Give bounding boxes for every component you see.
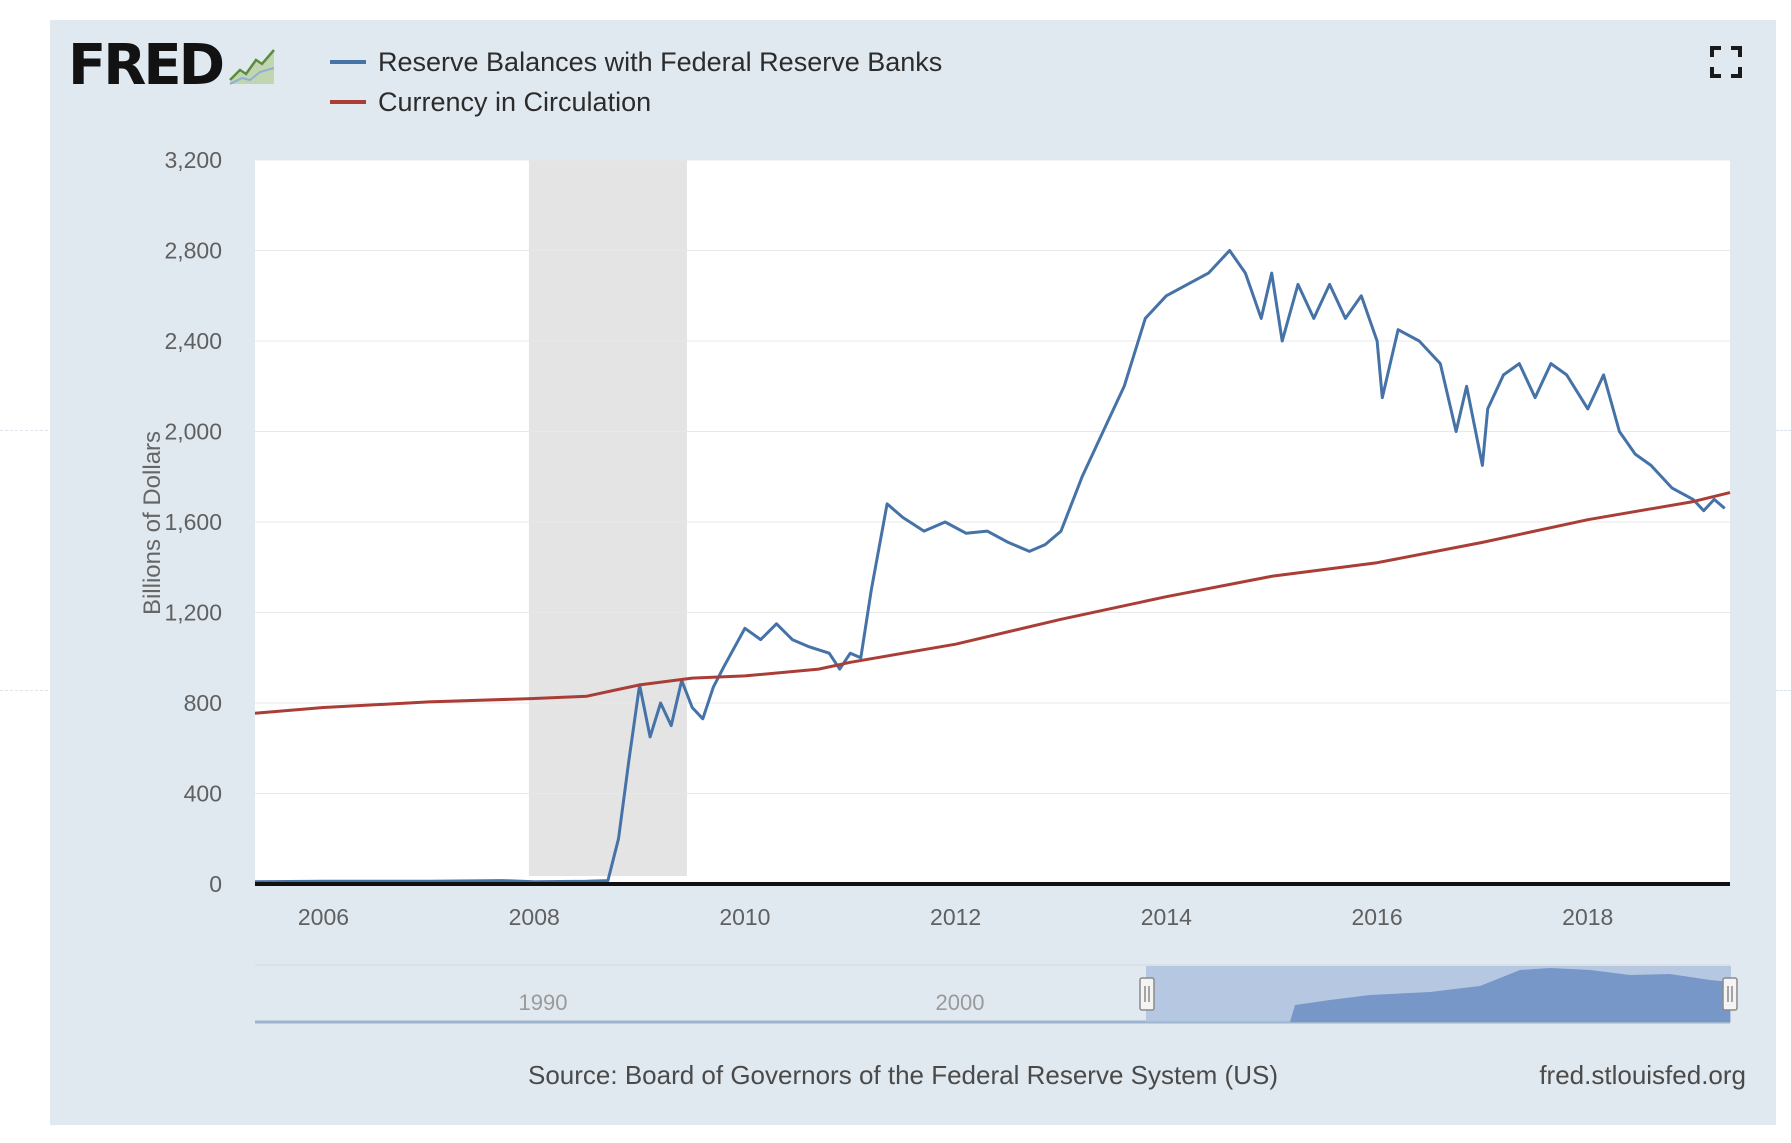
x-tick-label: 2018 — [1562, 904, 1613, 930]
range-navigator[interactable]: 1990 2000 — [255, 964, 1738, 1024]
chart-legend: Reserve Balances with Federal Reserve Ba… — [330, 42, 942, 122]
chart-line-icon — [229, 49, 276, 85]
fred-logo-text: FRED — [68, 33, 225, 98]
site-link[interactable]: fred.stlouisfed.org — [1539, 1060, 1746, 1090]
x-tick-label: 2008 — [509, 904, 560, 930]
navigator-series-area — [1290, 968, 1730, 1022]
recession-band — [528, 160, 687, 876]
x-tick-label: 2016 — [1351, 904, 1402, 930]
legend-label: Reserve Balances with Federal Reserve Ba… — [378, 46, 943, 77]
navigator-tick-label: 1990 — [519, 990, 568, 1015]
chart-svg: 0 400 800 1,200 1,600 2,000 2,400 2,800 3,200 20… — [139, 147, 1738, 1024]
legend-item-reserve-balances[interactable]: Reserve Balances with Federal Reserve Ba… — [330, 42, 942, 82]
y-tick-label: 0 — [209, 871, 222, 897]
legend-swatch — [330, 60, 366, 64]
y-tick-label: 800 — [184, 690, 222, 716]
navigator-handle-left[interactable] — [1139, 977, 1155, 1011]
x-tick-label: 2006 — [298, 904, 349, 930]
navigator-handle-right[interactable] — [1722, 977, 1738, 1011]
legend-swatch — [330, 100, 366, 104]
y-tick-label: 1,600 — [164, 509, 222, 535]
y-tick-label: 2,000 — [164, 419, 222, 445]
x-axis-ticks: 2006 2008 2010 2012 2014 2016 2018 — [298, 904, 1613, 930]
y-tick-label: 2,400 — [164, 328, 222, 354]
y-axis-label: Billions of Dollars — [139, 431, 166, 615]
legend-item-currency[interactable]: Currency in Circulation — [330, 82, 942, 122]
navigator-tick-label: 2000 — [936, 990, 985, 1015]
series-layer — [254, 249, 1731, 884]
series-line-currency — [254, 491, 1731, 715]
fred-logo[interactable]: FRED — [68, 38, 276, 94]
x-tick-label: 2010 — [719, 904, 770, 930]
y-tick-label: 2,800 — [164, 238, 222, 264]
page-guide-line — [0, 430, 48, 431]
legend-label: Currency in Circulation — [378, 86, 652, 117]
page-guide-line — [1776, 430, 1791, 431]
fullscreen-icon[interactable] — [1708, 44, 1744, 80]
page-guide-line — [1776, 690, 1791, 691]
chart-panel: 0 400 800 1,200 1,600 2,000 2,400 2,800 3,200 20… — [50, 20, 1776, 1125]
x-tick-label: 2014 — [1141, 904, 1192, 930]
y-tick-label: 3,200 — [164, 147, 222, 173]
y-axis-ticks: 0 400 800 1,200 1,600 2,000 2,400 2,800 3,200 — [164, 147, 222, 897]
source-note: Source: Board of Governors of the Federa… — [528, 1060, 1278, 1090]
gridlines — [255, 159, 1730, 794]
page-guide-line — [0, 690, 48, 691]
y-tick-label: 1,200 — [164, 600, 222, 626]
x-tick-label: 2012 — [930, 904, 981, 930]
y-tick-label: 400 — [184, 781, 222, 807]
